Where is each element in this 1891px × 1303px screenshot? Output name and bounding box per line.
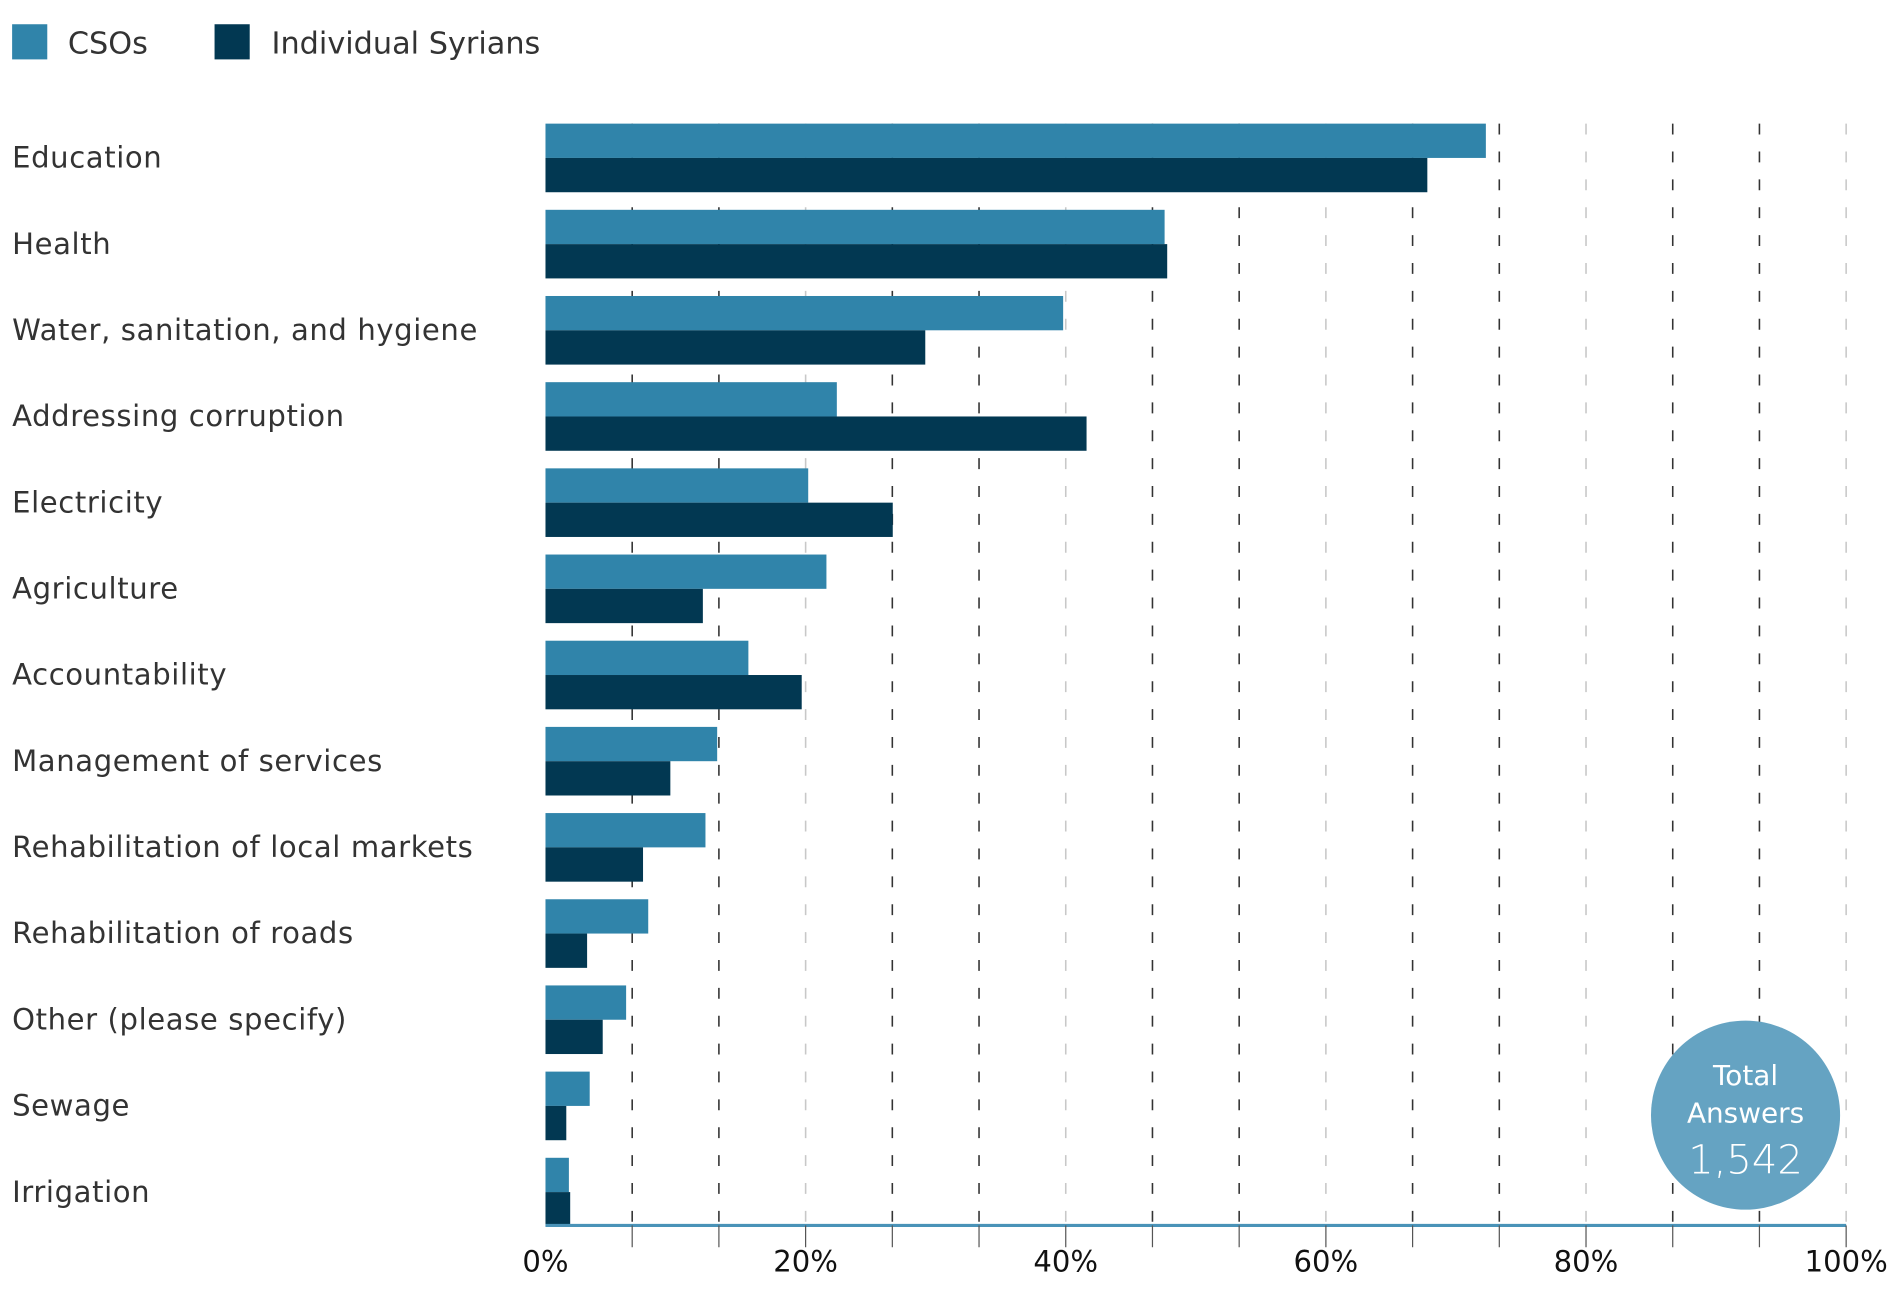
- total-answers-line1: Total: [1712, 1059, 1778, 1092]
- bar-individual-syrians: [545, 416, 1087, 451]
- bar-csos: [545, 640, 749, 676]
- legend-label-csos: CSOs: [68, 26, 148, 61]
- legend-swatch-individual-syrians: [214, 24, 250, 60]
- legend-item-csos[interactable]: CSOs: [12, 24, 148, 61]
- bars: [545, 123, 1486, 1227]
- total-answers-circle: [1650, 1020, 1841, 1210]
- category-label: Rehabilitation of roads: [12, 916, 354, 950]
- category-label: Addressing corruption: [12, 399, 345, 433]
- bar-csos: [545, 295, 1064, 331]
- x-tick-label: 60%: [1294, 1244, 1359, 1278]
- bar-individual-syrians: [545, 502, 893, 537]
- category-label: Education: [12, 141, 162, 175]
- total-answers-badge: Total Answers 1,542: [1650, 1020, 1841, 1210]
- bar-csos: [545, 382, 837, 417]
- x-tick-label: 40%: [1033, 1244, 1098, 1278]
- x-axis: 0% 20% 40% 60% 80% 100%: [522, 1223, 1888, 1278]
- category-label: Sewage: [12, 1089, 130, 1123]
- bar-individual-syrians: [545, 847, 644, 882]
- x-tick-label: 20%: [773, 1244, 838, 1278]
- bar-individual-syrians: [545, 157, 1428, 193]
- bar-individual-syrians: [545, 330, 926, 365]
- x-tick-label: 100%: [1805, 1244, 1888, 1278]
- category-label: Water, sanitation, and hygiene: [12, 313, 478, 347]
- gridlines: [631, 123, 1847, 1226]
- legend: CSOs Individual Syrians: [12, 24, 540, 61]
- bar-csos: [545, 726, 718, 762]
- bar-csos: [545, 1071, 590, 1106]
- bar-csos: [545, 209, 1165, 245]
- category-label: Electricity: [12, 485, 163, 519]
- bar-csos: [545, 468, 809, 503]
- category-label: Other (please specify): [12, 1002, 347, 1036]
- bar-csos: [545, 554, 827, 589]
- bar-individual-syrians: [545, 1019, 603, 1055]
- total-answers-line2: Answers: [1687, 1096, 1804, 1129]
- bar-individual-syrians: [545, 1192, 571, 1227]
- category-label: Rehabilitation of local markets: [12, 830, 473, 864]
- category-labels: Education Health Water, sanitation, and hy…: [12, 141, 478, 1209]
- total-answers-value: 1,542: [1688, 1137, 1803, 1183]
- category-label: Health: [12, 227, 111, 261]
- legend-swatch-csos: [12, 24, 48, 60]
- bar-individual-syrians: [545, 761, 671, 796]
- bar-individual-syrians: [545, 675, 802, 710]
- bar-csos: [545, 123, 1486, 158]
- bar-individual-syrians: [545, 588, 703, 624]
- category-label: Management of services: [12, 744, 383, 778]
- legend-label-individual-syrians: Individual Syrians: [272, 26, 541, 61]
- legend-item-individual-syrians[interactable]: Individual Syrians: [214, 24, 541, 61]
- bar-individual-syrians: [545, 933, 588, 968]
- category-label: Agriculture: [12, 572, 179, 606]
- bar-csos: [545, 899, 649, 934]
- bar-csos: [545, 1157, 569, 1193]
- x-tick-label: 80%: [1554, 1244, 1619, 1278]
- bar-csos: [545, 813, 706, 848]
- bar-individual-syrians: [545, 1105, 567, 1141]
- bar-csos: [545, 985, 627, 1020]
- category-label: Accountability: [12, 658, 227, 692]
- bar-individual-syrians: [545, 244, 1168, 279]
- x-tick-label: 0%: [522, 1244, 568, 1278]
- category-label: Irrigation: [12, 1175, 150, 1209]
